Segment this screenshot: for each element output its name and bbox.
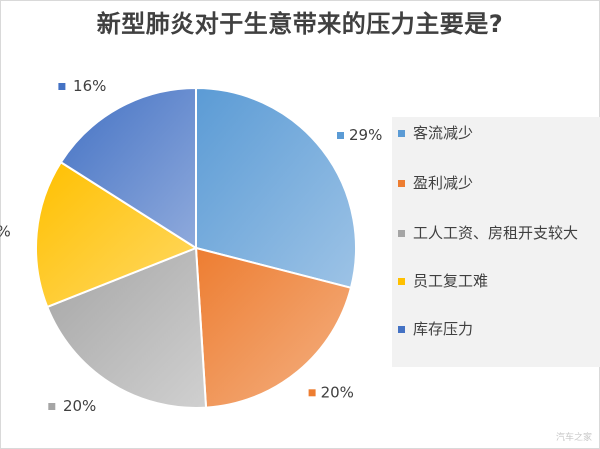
legend-item: 员工复工难	[396, 271, 596, 292]
legend-swatch	[398, 230, 405, 237]
legend-swatch	[398, 326, 405, 333]
legend-item: 盈利减少	[396, 173, 596, 194]
pie-slice	[195, 86, 357, 290]
legend-swatch	[398, 130, 405, 137]
data-label-swatch	[48, 403, 56, 410]
pie-slice	[194, 246, 353, 409]
data-label-swatch	[308, 389, 316, 397]
legend-label: 盈利减少	[413, 174, 474, 192]
data-label: 16%	[73, 77, 106, 95]
data-label-swatch	[58, 83, 66, 90]
legend-item: 客流减少	[396, 123, 596, 144]
legend-item: 库存压力	[396, 319, 596, 340]
legend-swatch	[398, 180, 405, 187]
data-label: 20%	[63, 397, 96, 415]
data-label: 20%	[321, 383, 354, 401]
watermark: 汽车之家	[555, 433, 592, 443]
legend-swatch	[398, 278, 405, 285]
legend-label: 客流减少	[413, 124, 474, 142]
data-label-swatch	[337, 132, 344, 139]
legend-label: 库存压力	[413, 320, 474, 338]
data-label: 29%	[349, 126, 382, 144]
legend-item: 工人工资、房租开支较大	[396, 223, 596, 244]
data-label: 15%	[0, 223, 11, 241]
legend: 客流减少 盈利减少 工人工资、房租开支较大 员工复工难 库存压力	[392, 117, 600, 367]
pie-slice	[35, 160, 199, 309]
legend-label: 工人工资、房租开支较大	[413, 224, 579, 242]
pie-slice	[45, 246, 208, 409]
legend-label: 员工复工难	[413, 272, 489, 290]
pie-slice	[59, 86, 197, 250]
chart-title: 新型肺炎对于生意带来的压力主要是?	[96, 10, 504, 38]
